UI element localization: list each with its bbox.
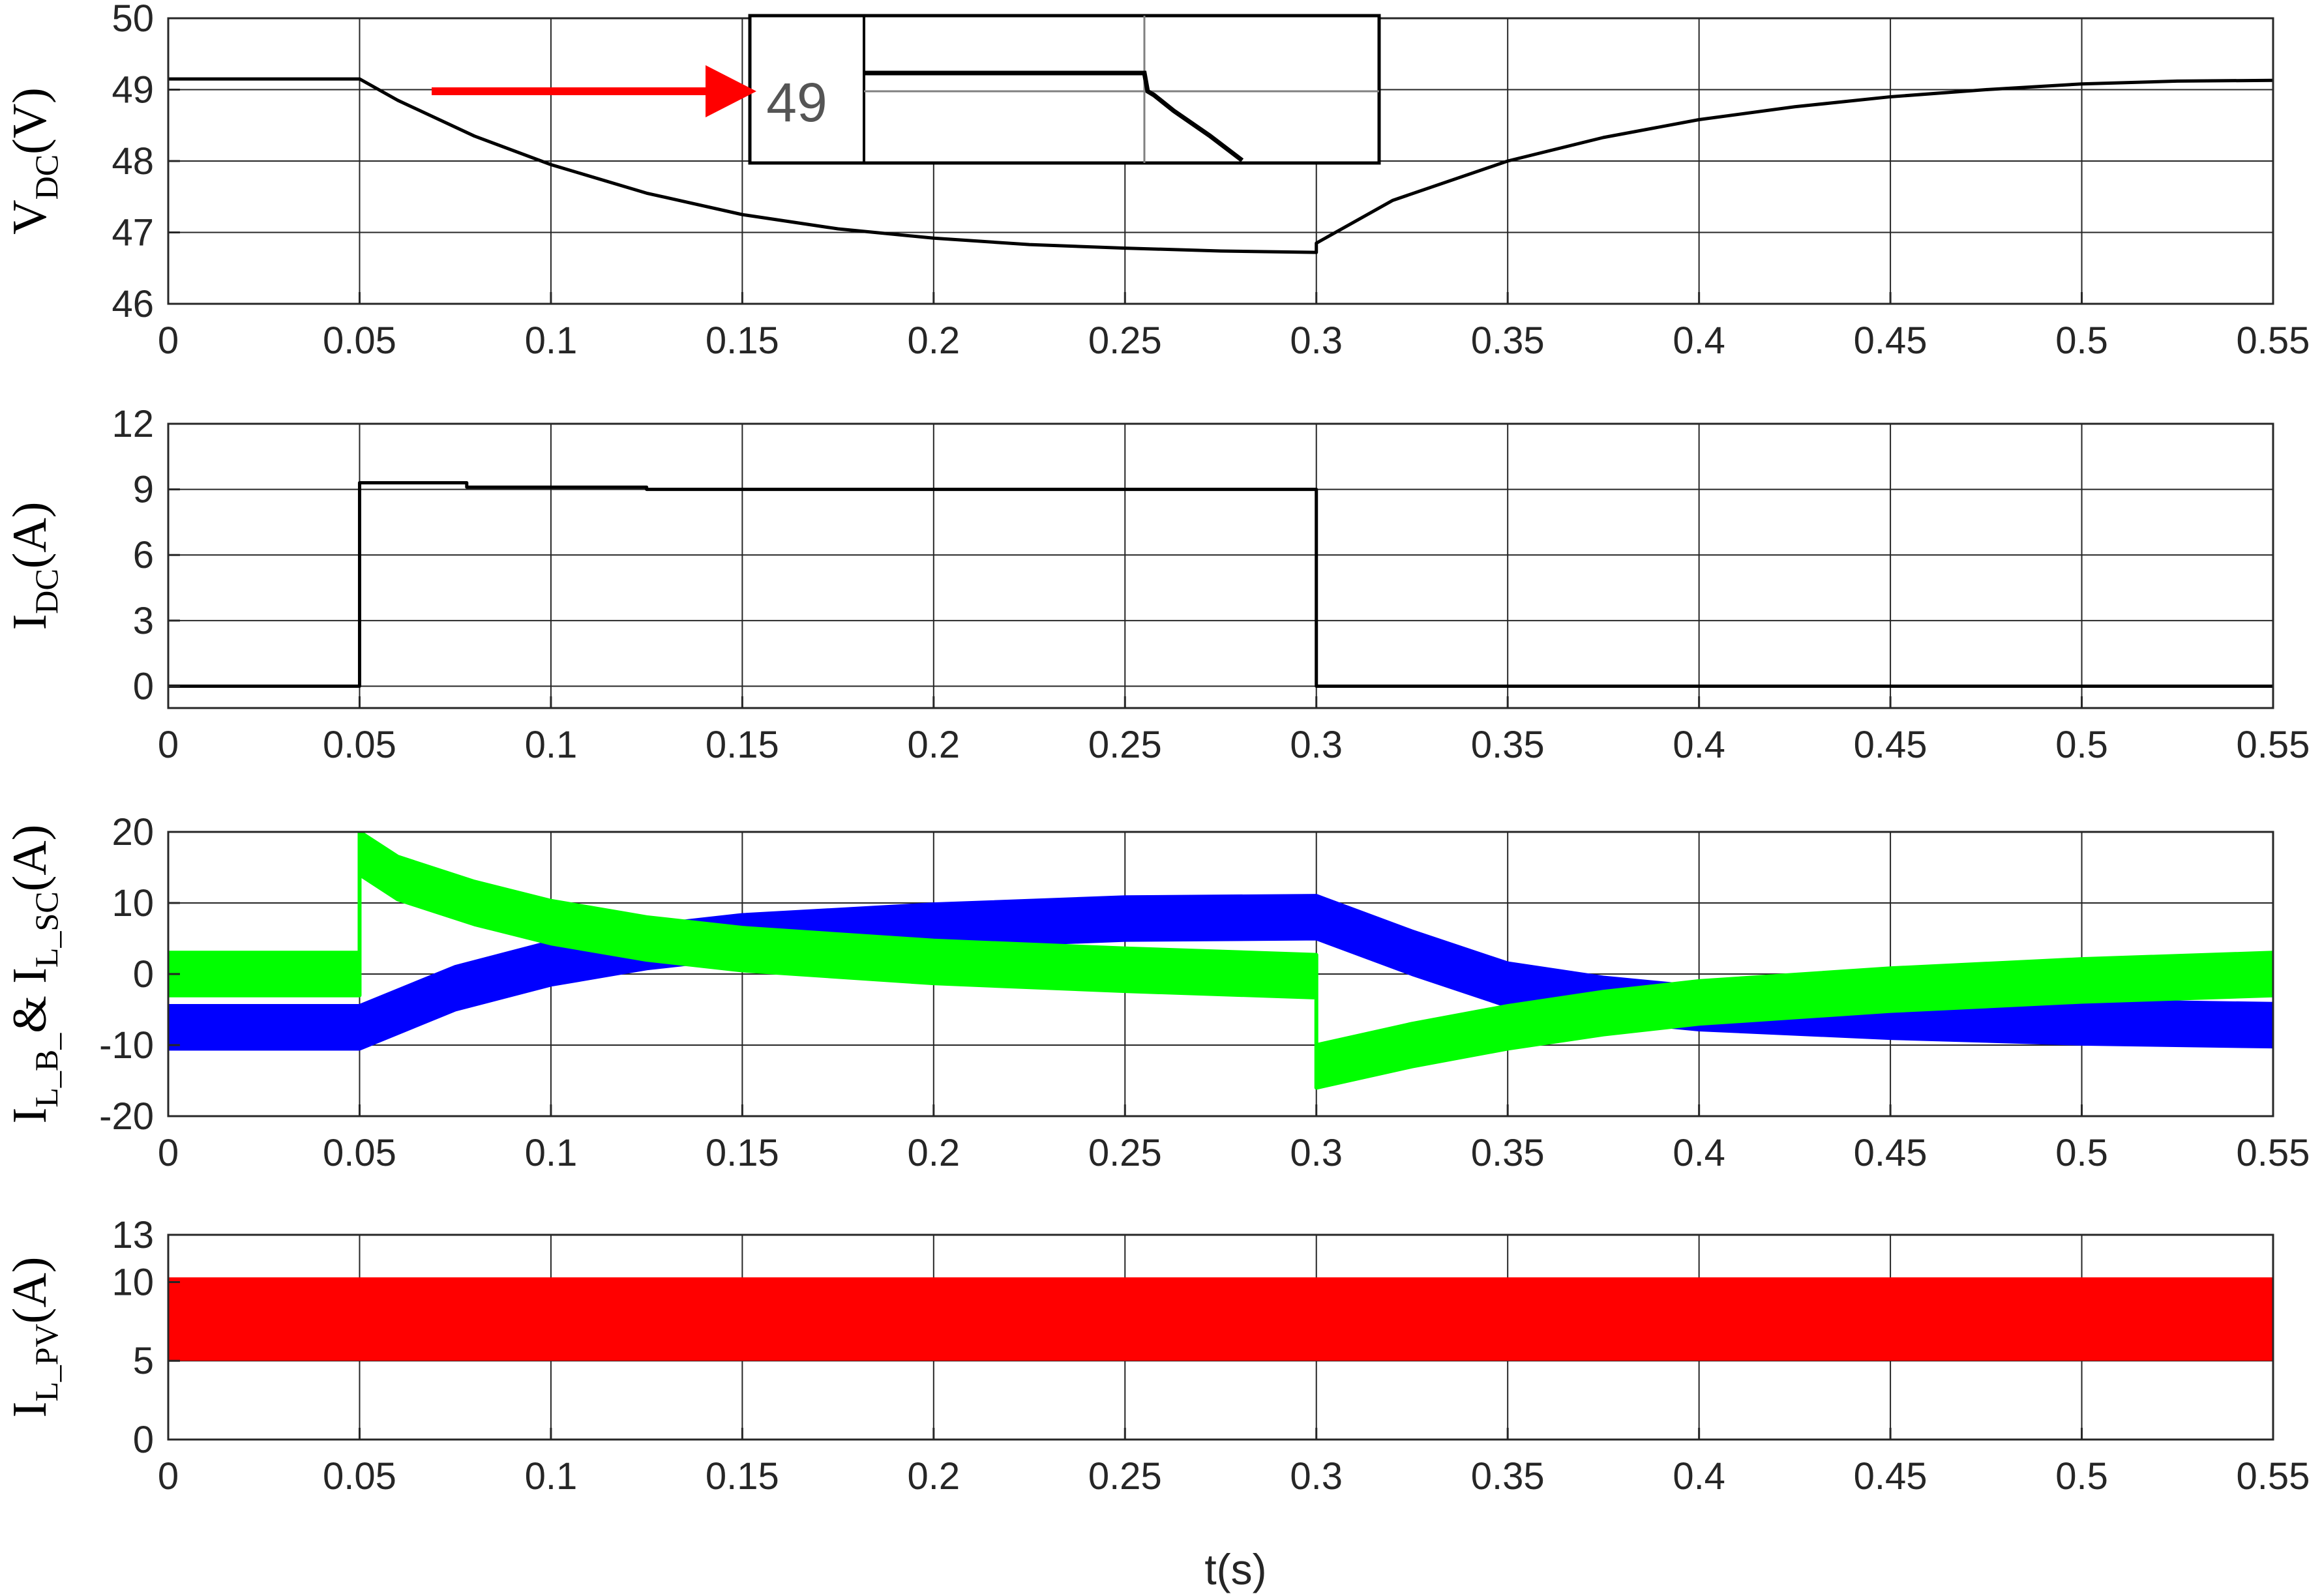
x-tick-label: 0.2 bbox=[907, 724, 960, 766]
panel-4: 0 0.05 0.1 0.15 0.2 0.25 0.3 0.35 0.4 0.45 0.5 0.55… bbox=[3, 1214, 2310, 1498]
x-tick-label: 0.05 bbox=[323, 724, 396, 766]
x-tick-label: 0.15 bbox=[706, 1132, 779, 1174]
y-tick-label: 50 bbox=[112, 0, 154, 40]
y-tick-label: 10 bbox=[112, 1261, 154, 1303]
series-group bbox=[168, 832, 2273, 1090]
x-tick-label: 0.4 bbox=[1673, 1455, 1725, 1498]
panel-1: 0 0.05 0.1 0.15 0.2 0.25 0.3 0.35 0.4 0.45 0.5 0.55… bbox=[3, 0, 2310, 362]
y-tick-label: 10 bbox=[112, 882, 154, 924]
x-tick-label: 0.25 bbox=[1088, 1132, 1162, 1174]
y-tick-label: 48 bbox=[112, 140, 154, 183]
x-tick-label: 0 bbox=[158, 1455, 179, 1498]
x-tick-label: 0.45 bbox=[1854, 1132, 1928, 1174]
axes-frame bbox=[167, 1234, 2274, 1441]
y-tick-label: 6 bbox=[133, 534, 154, 576]
x-tick-label: 0 bbox=[158, 1132, 179, 1174]
y-tick-label: 46 bbox=[112, 283, 154, 325]
x-tick-label: 0.4 bbox=[1673, 724, 1725, 766]
plot-area bbox=[168, 424, 2273, 708]
y-tick-label: 0 bbox=[133, 665, 154, 707]
y-tick-label: 5 bbox=[133, 1340, 154, 1382]
y-tick-label: -20 bbox=[99, 1095, 154, 1138]
x-tick-label: 0.05 bbox=[323, 319, 396, 362]
x-tick-label: 0.5 bbox=[2055, 1132, 2108, 1174]
x-tick-label: 0.55 bbox=[2237, 1455, 2310, 1498]
x-tick-label: 0 bbox=[158, 724, 179, 766]
x-tick-label: 0.15 bbox=[706, 724, 779, 766]
y-tick-label: 9 bbox=[133, 469, 154, 511]
x-tick-label: 0.15 bbox=[706, 319, 779, 362]
x-tick-label: 0.1 bbox=[525, 319, 578, 362]
y-axis-label: IL_B_& IL_SC(A) bbox=[3, 825, 65, 1124]
x-tick-label: 0.5 bbox=[2055, 319, 2108, 362]
y-tick-label: 13 bbox=[112, 1214, 154, 1256]
x-tick-label: 0.3 bbox=[1290, 319, 1343, 362]
inset-trace bbox=[864, 70, 1244, 162]
series-line-1 bbox=[168, 481, 2273, 688]
inset-frame bbox=[748, 14, 1381, 165]
x-tick-label: 0.05 bbox=[323, 1455, 396, 1498]
x-tick-label: 0.35 bbox=[1471, 319, 1545, 362]
y-tick-label: 12 bbox=[112, 403, 154, 445]
x-tick-label: 0.2 bbox=[907, 1455, 960, 1498]
x-tick-label: 0.05 bbox=[323, 1132, 396, 1174]
pointer-arrow-head bbox=[706, 65, 756, 117]
series-line-1 bbox=[168, 77, 2273, 254]
x-tick-label: 0.2 bbox=[907, 1132, 960, 1174]
panel-3: 0 0.05 0.1 0.15 0.2 0.25 0.3 0.35 0.4 0.45 0.5 0.55… bbox=[3, 811, 2310, 1174]
x-tick-label: 0.1 bbox=[525, 1132, 578, 1174]
series-group bbox=[168, 1277, 2273, 1361]
inset-tick-label: 49 bbox=[766, 72, 827, 133]
x-tick-label: 0.45 bbox=[1854, 319, 1928, 362]
x-tick-label: 0.5 bbox=[2055, 724, 2108, 766]
x-tick-label: 0.1 bbox=[525, 1455, 578, 1498]
x-axis-label: t(s) bbox=[1204, 1545, 1266, 1593]
x-tick-label: 0.55 bbox=[2237, 1132, 2310, 1174]
x-tick-label: 0.35 bbox=[1471, 1455, 1545, 1498]
x-tick-label: 0.55 bbox=[2237, 319, 2310, 362]
y-axis-label: IDC(A) bbox=[3, 502, 65, 630]
y-axis-label: VDC(V) bbox=[3, 87, 65, 235]
x-tick-label: 0.35 bbox=[1471, 724, 1545, 766]
x-tick-label: 0.25 bbox=[1088, 319, 1162, 362]
x-tick-label: 0.1 bbox=[525, 724, 578, 766]
x-tick-label: 0.55 bbox=[2237, 724, 2310, 766]
zoom-inset: 49 bbox=[432, 14, 1381, 165]
x-tick-label: 0.4 bbox=[1673, 319, 1725, 362]
x-tick-label: 0.3 bbox=[1290, 1455, 1343, 1498]
axes-frame bbox=[167, 422, 2274, 709]
y-axis-label: IL_PV(A) bbox=[3, 1257, 65, 1418]
y-tick-label: 49 bbox=[112, 69, 154, 111]
series-band-2 bbox=[168, 832, 2273, 1090]
x-tick-label: 0.2 bbox=[907, 319, 960, 362]
x-tick-label: 0.35 bbox=[1471, 1132, 1545, 1174]
x-tick-label: 0.5 bbox=[2055, 1455, 2108, 1498]
panel-2: 0 0.05 0.1 0.15 0.2 0.25 0.3 0.35 0.4 0.45 0.5 0.55… bbox=[3, 403, 2310, 766]
y-tick-label: -10 bbox=[99, 1024, 154, 1067]
x-tick-label: 0.3 bbox=[1290, 1132, 1343, 1174]
x-tick-label: 0.4 bbox=[1673, 1132, 1725, 1174]
x-tick-label: 0.25 bbox=[1088, 724, 1162, 766]
x-tick-label: 0.45 bbox=[1854, 724, 1928, 766]
x-tick-label: 0.15 bbox=[706, 1455, 779, 1498]
y-tick-label: 0 bbox=[133, 1419, 154, 1461]
y-tick-label: 3 bbox=[133, 600, 154, 642]
series-group bbox=[168, 481, 2273, 688]
x-tick-label: 0.25 bbox=[1088, 1455, 1162, 1498]
x-tick-label: 0 bbox=[158, 319, 179, 362]
x-tick-label: 0.45 bbox=[1854, 1455, 1928, 1498]
series-group bbox=[168, 77, 2273, 254]
y-tick-label: 20 bbox=[112, 811, 154, 853]
x-tick-label: 0.3 bbox=[1290, 724, 1343, 766]
series-band-1 bbox=[168, 1277, 2273, 1361]
y-tick-label: 0 bbox=[133, 953, 154, 996]
y-tick-label: 47 bbox=[112, 212, 154, 254]
